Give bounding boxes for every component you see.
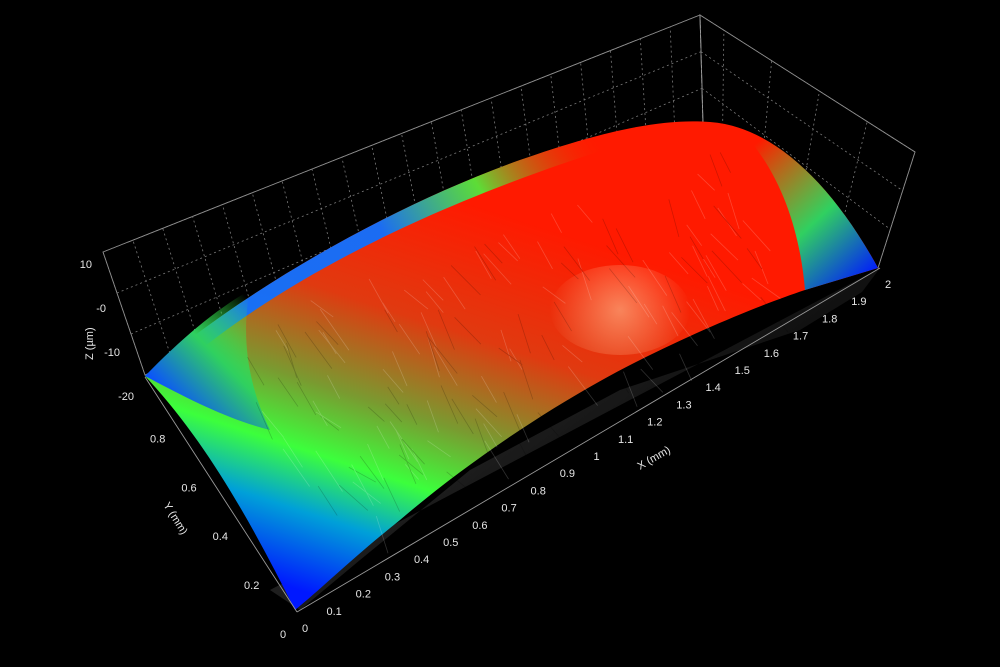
wall-gridline-z — [102, 14, 701, 253]
x-tick-label: 0.8 — [531, 485, 546, 497]
x-tick-label: 1.2 — [647, 417, 662, 429]
x-tick-label: 1.5 — [735, 365, 750, 377]
wall-gridline-x — [580, 62, 592, 176]
x-axis-title: X (mm) — [636, 444, 673, 472]
y-tick-label: 0 — [280, 629, 286, 641]
side-gridline-z — [701, 88, 891, 230]
z-axis-title: Z (µm) — [84, 327, 96, 360]
z-tick-label: -0 — [96, 303, 106, 315]
wall-gridline-x — [610, 50, 620, 163]
x-tick-label: 0 — [302, 623, 308, 635]
x-tick-label: 1 — [593, 451, 599, 463]
y-axis-line — [144, 376, 298, 613]
y-axis-title: Y (mm) — [160, 500, 189, 537]
side-gridline-y — [799, 91, 820, 205]
surface-plot — [145, 121, 878, 610]
side-gridline-y — [877, 151, 916, 269]
x-tick-label: 1.1 — [618, 434, 633, 446]
x-tick-label: 1.9 — [851, 296, 866, 308]
wall-gridline-x — [102, 251, 146, 376]
x-tick-label: 0.5 — [443, 537, 458, 549]
surface-streaks — [247, 152, 789, 554]
x-tick-label: 1.3 — [676, 399, 691, 411]
wall-gridline-x — [490, 97, 509, 213]
wall-gridline-z — [116, 51, 702, 294]
y-tick-label: 0.8 — [150, 433, 165, 445]
x-tick-label: 1.4 — [705, 382, 720, 394]
z-tick-labels: -20 -10 -0 10 — [80, 259, 134, 403]
z-tick-label: -10 — [104, 347, 120, 359]
dome-right-end — [710, 122, 878, 290]
x-tick-label: 0.3 — [385, 571, 400, 583]
side-gridline-y — [760, 60, 773, 173]
x-axis-line — [296, 267, 881, 613]
dome-left-end — [145, 290, 270, 430]
y-tick-labels: 0 0.2 0.4 0.6 0.8 — [150, 433, 286, 641]
wall-gridline-x — [520, 86, 536, 201]
x-tick-label: 0.1 — [327, 606, 342, 618]
x-tick-labels: 0 0.1 0.2 0.3 0.4 0.5 0.6 0.7 0.8 0.9 1 1.1 1.2 1.3 1.… — [302, 279, 891, 635]
y-tick-label: 0.4 — [213, 531, 228, 543]
floor-shadow — [270, 268, 880, 610]
x-tick-label: 0.4 — [414, 554, 429, 566]
z-tick-label: 10 — [80, 259, 92, 271]
wall-gridline-x — [639, 38, 648, 151]
wall-gridline-x — [550, 74, 564, 188]
x-tick-label: 1.8 — [822, 313, 837, 325]
y-tick-label: 0.6 — [181, 482, 196, 494]
x-tick-label: 1.7 — [793, 331, 808, 343]
surface-highlight — [550, 265, 690, 355]
wall-gridline-x — [669, 26, 676, 138]
x-tick-label: 0.9 — [560, 468, 575, 480]
dome-surface — [145, 121, 878, 610]
wall-gridline-x — [699, 14, 704, 126]
z-tick-label: -20 — [118, 391, 134, 403]
side-gridline-y — [722, 30, 725, 141]
wall-gridline-x — [132, 240, 174, 363]
x-tick-label: 0.2 — [356, 589, 371, 601]
x-tick-label: 1.6 — [764, 348, 779, 360]
x-tick-label: 0.7 — [501, 503, 516, 515]
side-gridline-z — [700, 51, 903, 191]
x-tick-label: 0.6 — [472, 520, 487, 532]
y-tick-label: 0.2 — [244, 580, 259, 592]
x-tick-label: 2 — [885, 279, 891, 291]
